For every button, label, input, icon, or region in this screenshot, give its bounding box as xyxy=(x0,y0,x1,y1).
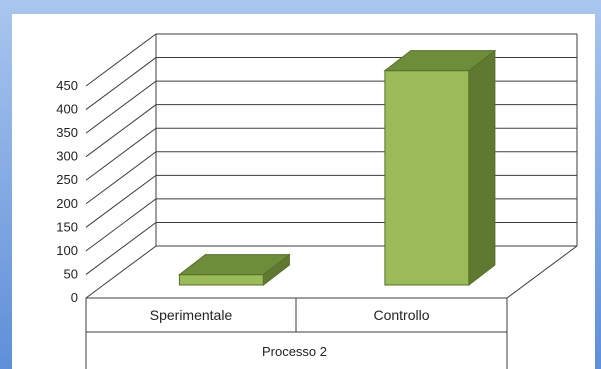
bar-controllo xyxy=(383,49,497,287)
group-label: Processo 2 xyxy=(262,344,327,359)
label-layer: 0 50 100 150 200 250 300 350 400 450 Sperimentale C… xyxy=(56,78,429,359)
y-tick-label-300: 300 xyxy=(56,149,78,164)
bar-front-face xyxy=(178,274,264,286)
y-tick-label-100: 100 xyxy=(56,243,78,258)
category-label-sperimentale: Sperimentale xyxy=(150,307,233,323)
bar-layer xyxy=(177,49,497,287)
bar-side-face xyxy=(468,49,496,287)
y-tick-label-350: 350 xyxy=(56,125,78,140)
floor-right-edge xyxy=(506,245,578,299)
bar-top-face xyxy=(383,50,497,72)
y-tick-label-450: 450 xyxy=(56,78,78,93)
y-tick-label-250: 250 xyxy=(56,172,78,187)
plot-area xyxy=(12,14,595,369)
y-tick-label-0: 0 xyxy=(71,290,78,305)
bar-top-face xyxy=(177,254,291,276)
axis-layer xyxy=(85,34,578,369)
bar-front-face xyxy=(384,70,470,286)
y-tick-label-150: 150 xyxy=(56,219,78,234)
y-tick-label-200: 200 xyxy=(56,196,78,211)
y-tick-label-50: 50 xyxy=(64,266,78,281)
bar-sperimentale xyxy=(177,253,291,287)
y-tick-label-400: 400 xyxy=(56,102,78,117)
category-label-controllo: Controllo xyxy=(373,307,429,323)
